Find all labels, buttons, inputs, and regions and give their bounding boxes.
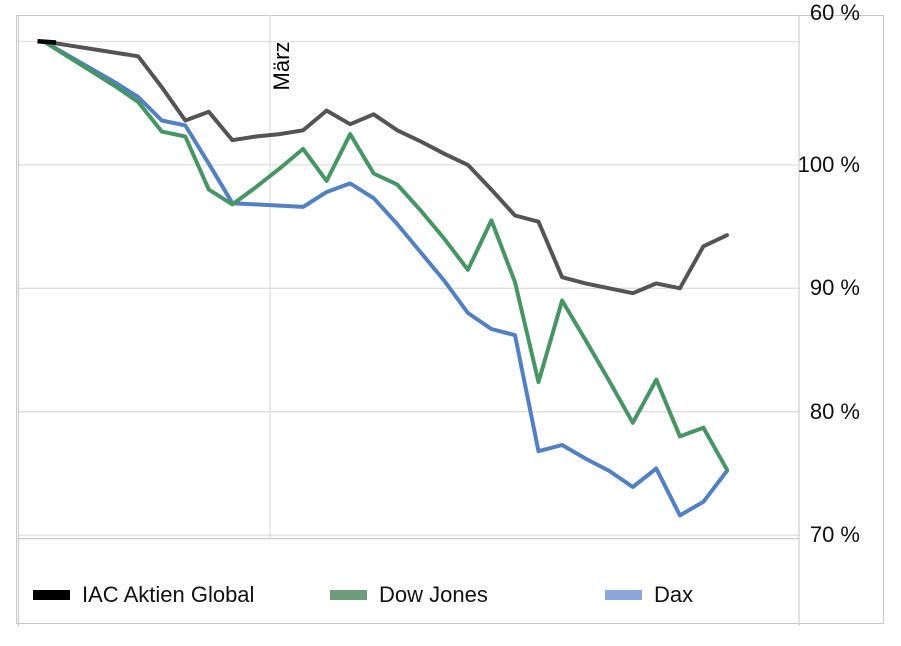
dax-swatch <box>605 590 642 600</box>
series-start-marker <box>37 38 57 45</box>
legend-item-dax: Dax <box>605 582 694 607</box>
dow-jones-swatch <box>330 590 367 600</box>
series-line-dax <box>42 39 729 518</box>
iac-aktien-global-swatch <box>33 590 70 600</box>
chart-frame <box>16 15 884 624</box>
y-axis-tick-label: 80 % <box>809 399 860 424</box>
y-axis-tick-label: 100 % <box>797 152 860 177</box>
legend-item-iac-aktien-global: IAC Aktien Global <box>33 582 255 607</box>
legend: IAC Aktien Global Dow Jones Dax <box>0 582 901 609</box>
y-axis-tick-label: 60 % <box>809 0 860 25</box>
legend-label: Dax <box>654 582 694 607</box>
legend-label: IAC Aktien Global <box>82 582 255 607</box>
series-line-dow-jones <box>42 39 729 472</box>
y-axis-tick-label: 90 % <box>809 275 860 300</box>
legend-item-dow-jones: Dow Jones <box>330 582 488 607</box>
legend-label: Dow Jones <box>379 582 488 607</box>
x-axis-month-annotation: März <box>269 41 294 91</box>
series-line-iac-aktien-global <box>42 39 729 296</box>
y-axis-tick-label: 70 % <box>809 522 860 547</box>
